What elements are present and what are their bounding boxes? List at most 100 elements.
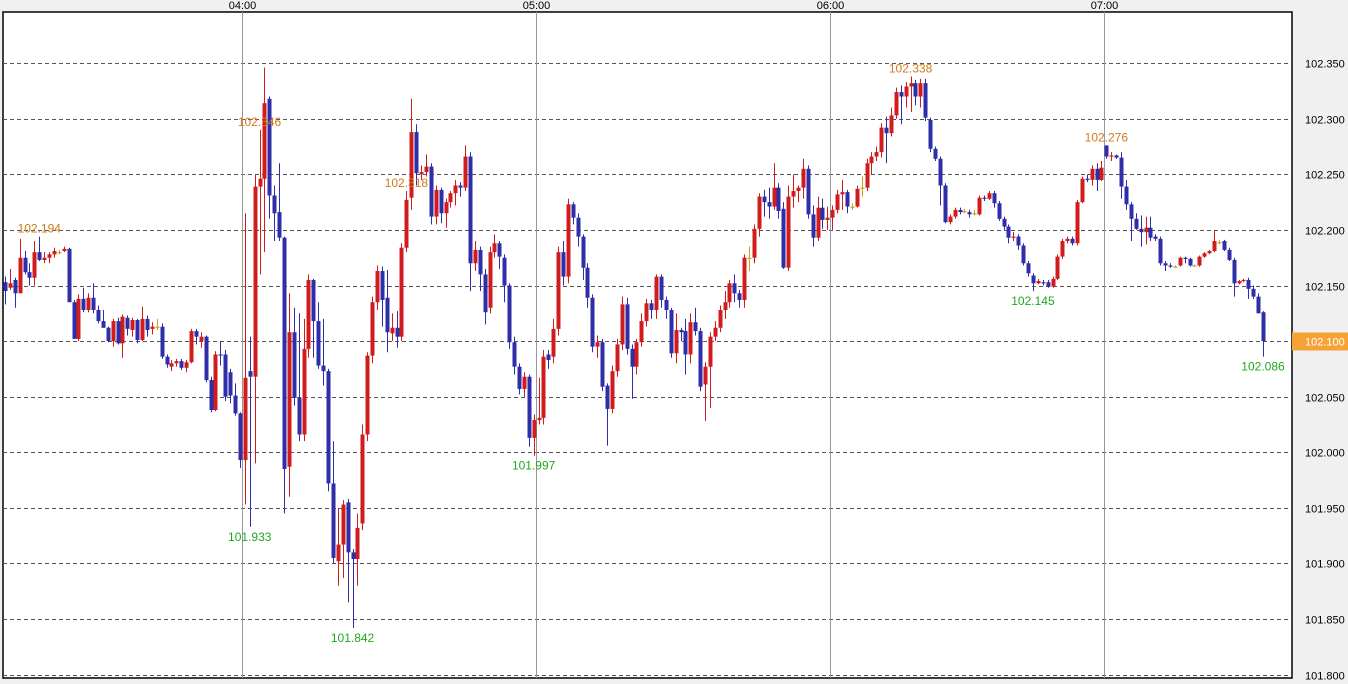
candle (977, 195, 982, 216)
candle-body (1109, 155, 1114, 157)
candle (1197, 255, 1202, 267)
candle-body (262, 103, 267, 179)
candle-body (757, 196, 762, 229)
candle-body (1036, 281, 1041, 284)
candle-body (1021, 245, 1026, 264)
candle-body (8, 283, 13, 288)
candle-body (287, 332, 292, 467)
candle-body (982, 197, 987, 199)
candle-body (507, 285, 512, 343)
candle-body (67, 248, 72, 303)
candle (585, 263, 590, 308)
candle (453, 179, 458, 206)
candle (987, 191, 992, 200)
candle (111, 318, 116, 347)
candle-body (1217, 242, 1222, 244)
candle-body (1099, 167, 1104, 180)
candle-body (620, 304, 625, 345)
candle-body (776, 187, 781, 212)
candle (390, 313, 395, 342)
candle-body (199, 336, 204, 342)
candle-body (111, 321, 116, 342)
candle-body (634, 342, 639, 367)
candle-body (1119, 157, 1124, 187)
candle (228, 368, 233, 404)
candle-body (992, 193, 997, 204)
candle-body (42, 257, 47, 260)
candle (1080, 176, 1085, 204)
candle-body (86, 297, 91, 310)
candle (434, 185, 439, 225)
candle (967, 209, 972, 218)
candle-body (419, 172, 424, 175)
candle-body (91, 297, 96, 310)
high-label: 102.318 (385, 176, 429, 190)
candle (992, 191, 997, 208)
candle-body (1192, 265, 1197, 267)
candle (331, 441, 336, 564)
candle-body (1144, 227, 1149, 233)
candle (321, 318, 326, 386)
x-tick-label: 04:00 (229, 0, 257, 12)
candle-body (1163, 263, 1168, 266)
low-label: 102.086 (1241, 360, 1285, 374)
candle (1114, 154, 1119, 159)
candle-body (786, 196, 791, 268)
candle (1173, 265, 1178, 268)
candle (414, 124, 419, 186)
candle (1016, 234, 1021, 250)
candle (772, 163, 777, 210)
candle-body (297, 397, 302, 435)
candle (385, 269, 390, 353)
candle (850, 203, 855, 210)
candle-body (292, 332, 297, 398)
candle (590, 294, 595, 353)
candle (634, 338, 639, 375)
candle (439, 187, 444, 224)
low-label: 101.842 (331, 631, 375, 645)
candle-body (625, 304, 630, 349)
candle-body (820, 207, 825, 220)
candle (1070, 236, 1075, 246)
candle (1183, 256, 1188, 264)
candle (1129, 202, 1134, 242)
candle-body (1070, 238, 1075, 244)
candle (683, 318, 688, 375)
candle (659, 274, 664, 308)
candle-body (532, 420, 537, 438)
candle-body (1065, 238, 1070, 242)
candle (811, 205, 816, 247)
candle-body (243, 377, 248, 461)
candle-body (551, 328, 556, 357)
candle (86, 293, 91, 313)
candle-body (346, 502, 351, 553)
candle (120, 314, 125, 358)
candle (463, 145, 468, 192)
candle (894, 87, 899, 119)
candle-body (1173, 266, 1178, 268)
candle-body (1055, 256, 1060, 279)
candle (18, 238, 23, 294)
candle (1212, 231, 1217, 253)
candle (938, 156, 943, 206)
candle (644, 298, 649, 327)
candle-body (556, 252, 561, 329)
candle (879, 123, 884, 158)
candle-body (581, 236, 586, 268)
candle-body (213, 354, 218, 411)
candle (1041, 279, 1046, 286)
candle-body (96, 309, 101, 322)
candle-body (238, 413, 243, 461)
candle (502, 254, 507, 303)
candle (409, 98, 414, 210)
candle (13, 277, 18, 308)
candle-body (1051, 278, 1056, 287)
candle-body (355, 527, 360, 560)
candle-body (948, 216, 953, 223)
candle-body (106, 327, 111, 342)
candle-body (360, 434, 365, 524)
x-axis: 04:00 05:00 06:00 07:00 (229, 0, 1119, 12)
candle-body (962, 211, 967, 213)
candle (351, 549, 356, 628)
candle-body (160, 326, 165, 357)
